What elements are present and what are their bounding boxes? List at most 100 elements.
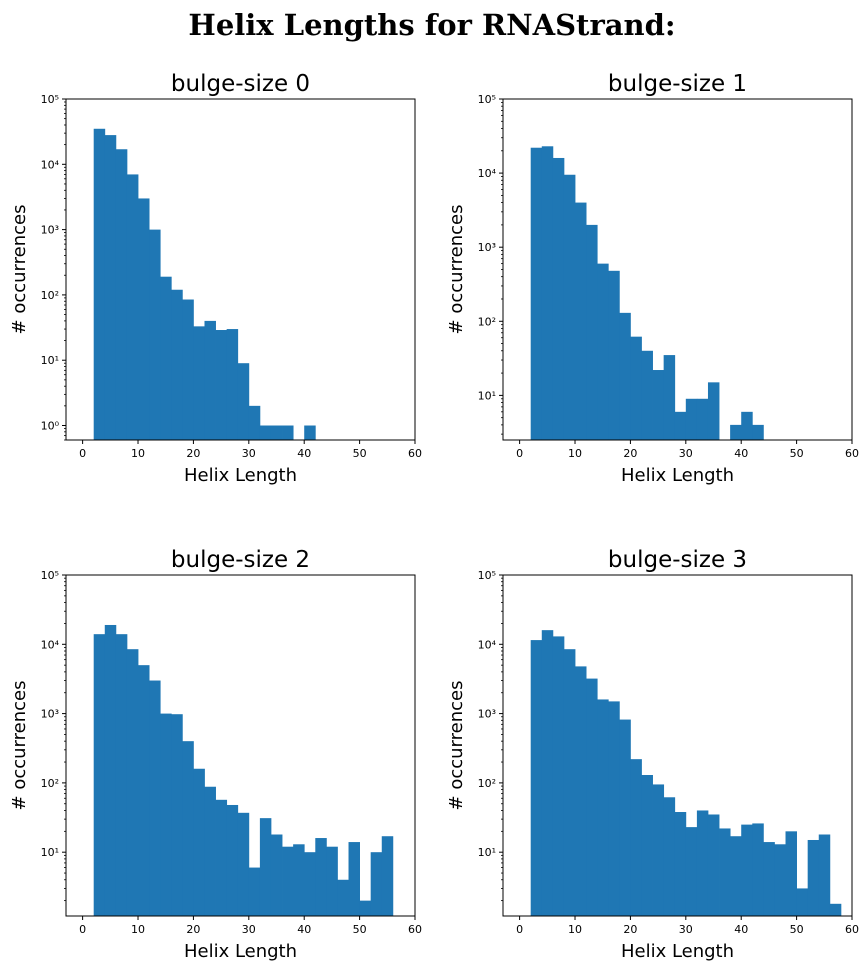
x-tick-label: 40	[734, 923, 748, 936]
x-tick-label: 30	[679, 447, 693, 460]
bar	[270, 425, 283, 440]
histogram-panel-3: 0 10 20 30 40 50 60 10¹ 10² 10³ 10⁴ 10⁵ bulge-size 3…	[446, 547, 859, 961]
y-axis-label: # occurrences	[446, 681, 467, 811]
x-axis-label: Helix Length	[621, 941, 734, 961]
bar	[104, 624, 117, 916]
x-tick-label: 40	[734, 447, 748, 460]
y-tick-label: 10¹	[41, 846, 59, 859]
bar	[741, 824, 753, 916]
bar	[337, 879, 349, 916]
x-tick-label: 50	[790, 447, 804, 460]
bar	[619, 312, 631, 440]
bar	[248, 867, 261, 916]
x-tick-label: 40	[297, 447, 311, 460]
bar	[663, 355, 676, 440]
axes-frame	[65, 98, 416, 441]
bar	[115, 634, 128, 916]
y-tick-label: 10¹	[478, 389, 496, 402]
x-tick-label: 10	[131, 923, 145, 936]
bar	[563, 174, 576, 440]
bar	[326, 846, 338, 916]
y-axis-label: # occurrences	[9, 681, 30, 811]
bar	[630, 336, 642, 440]
x-tick-label: 50	[790, 923, 804, 936]
x-tick-label: 30	[242, 923, 256, 936]
bar	[282, 846, 294, 916]
x-tick-label: 60	[845, 447, 859, 460]
chart-title: bulge-size 3	[608, 547, 747, 573]
bar	[226, 329, 239, 440]
y-tick-label: 10³	[41, 708, 59, 721]
axes-frame	[65, 574, 416, 917]
x-tick-label: 10	[131, 447, 145, 460]
x-tick-label: 30	[242, 447, 256, 460]
y-tick-label: 10²	[41, 289, 59, 302]
y-tick-label: 10⁴	[478, 167, 497, 180]
bar	[182, 299, 194, 440]
bar	[730, 424, 742, 440]
histogram-panel-1: 0 10 20 30 40 50 60 10¹ 10² 10³ 10⁴ 10⁵ bulge-size 1…	[446, 71, 859, 486]
bar	[104, 135, 117, 440]
bar	[204, 320, 216, 440]
bar	[807, 839, 820, 916]
bar	[707, 382, 720, 440]
bar	[204, 786, 216, 916]
chart-title: bulge-size 0	[171, 71, 310, 97]
bar	[138, 198, 150, 440]
bar	[663, 797, 676, 916]
bar	[182, 741, 194, 916]
bar	[608, 701, 620, 916]
bar	[193, 326, 205, 440]
bar	[126, 174, 139, 441]
y-tick-label: 10⁴	[478, 638, 497, 651]
bar	[652, 784, 665, 916]
x-axis-label: Helix Length	[621, 465, 734, 486]
bar	[763, 842, 775, 916]
x-tick-label: 10	[568, 923, 582, 936]
chart-title: bulge-size 2	[171, 547, 310, 573]
bar	[138, 665, 150, 916]
bar	[674, 812, 687, 916]
bar	[774, 844, 786, 916]
bar	[115, 149, 128, 440]
x-axis-label: Helix Length	[184, 941, 297, 961]
x-tick-label: 20	[623, 447, 637, 460]
axes-frame	[502, 574, 853, 917]
y-tick-label: 10¹	[41, 354, 59, 367]
bar	[315, 838, 327, 916]
bar	[597, 263, 609, 440]
x-tick-label: 0	[516, 923, 523, 936]
bar	[752, 823, 764, 916]
bar	[270, 834, 283, 916]
bar	[259, 425, 272, 440]
bar	[226, 804, 239, 916]
bar	[818, 834, 831, 916]
bar	[575, 202, 587, 440]
bar	[304, 425, 316, 440]
x-tick-label: 30	[679, 923, 693, 936]
bar	[641, 350, 653, 440]
bar	[719, 828, 731, 916]
y-tick-label: 10²	[41, 777, 59, 790]
bar	[171, 289, 183, 440]
bar	[530, 640, 543, 916]
y-tick-label: 10⁰	[41, 420, 60, 433]
bar	[348, 842, 360, 916]
bar	[293, 844, 305, 916]
y-tick-label: 10²	[478, 777, 496, 790]
bar	[707, 814, 720, 916]
y-tick-label: 10²	[478, 315, 496, 328]
x-tick-label: 60	[408, 447, 422, 460]
y-tick-label: 10⁵	[478, 569, 496, 582]
bar	[563, 649, 576, 916]
x-tick-label: 20	[186, 447, 200, 460]
x-tick-label: 60	[408, 923, 422, 936]
bar	[685, 827, 698, 916]
bar	[696, 398, 709, 440]
y-tick-label: 10⁴	[41, 638, 60, 651]
bar	[304, 852, 316, 916]
bar	[282, 425, 294, 440]
bar	[630, 759, 642, 916]
x-tick-label: 20	[623, 923, 637, 936]
